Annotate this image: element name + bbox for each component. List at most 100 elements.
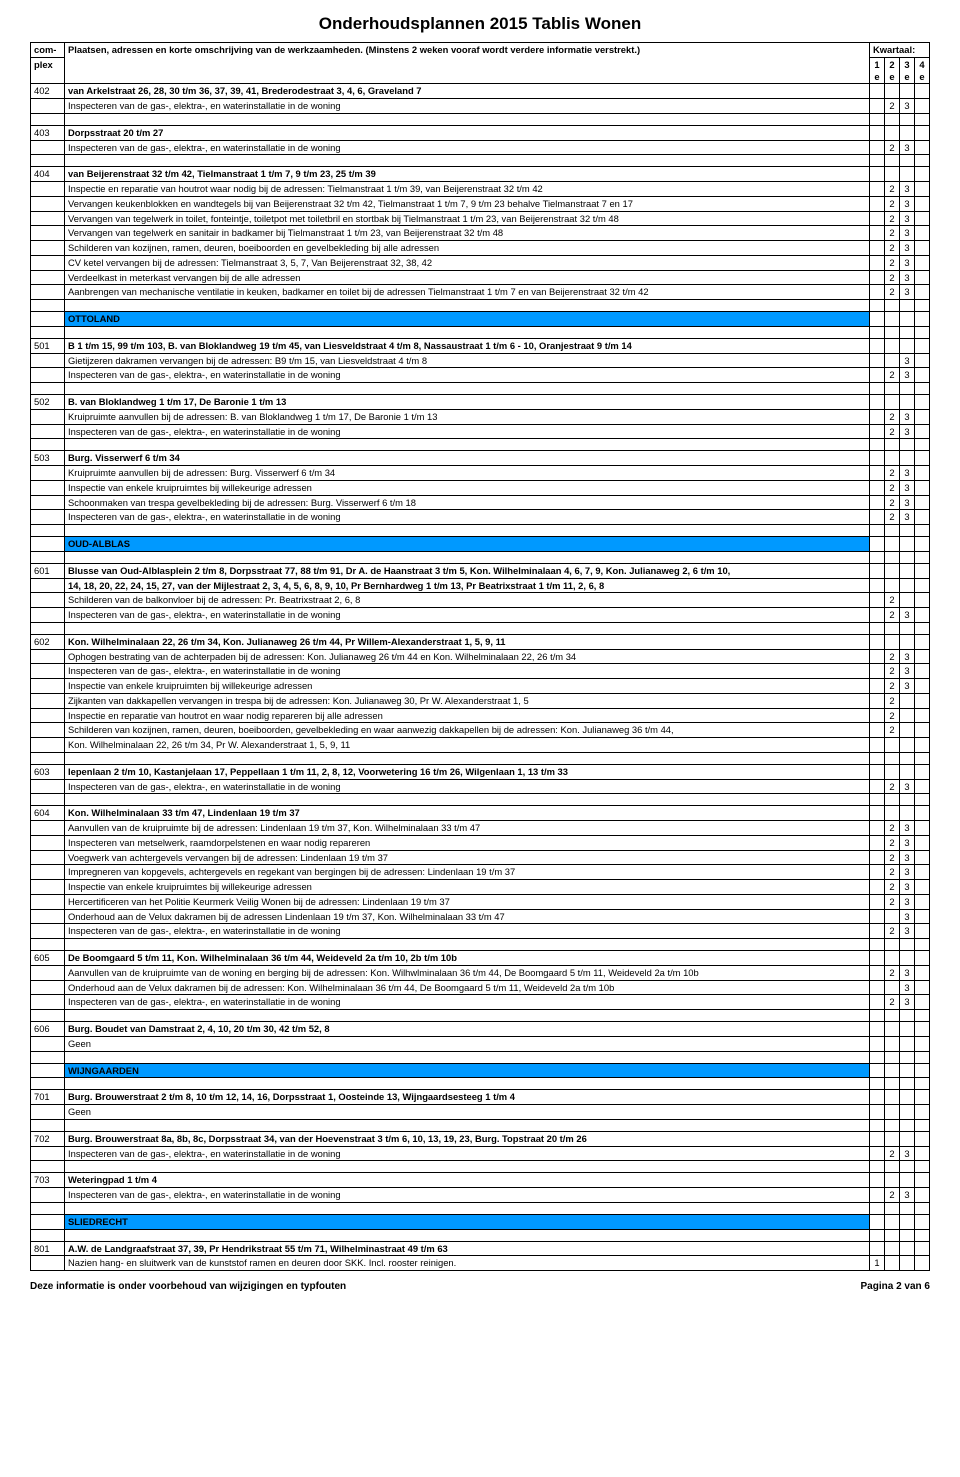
desc-cell: Hercertificeren van het Politie Keurmerk… [65,894,870,909]
desc-cell: Onderhoud aan de Velux dakramen bij de a… [65,909,870,924]
desc-cell: Kruipruimte aanvullen bij de adressen: B… [65,466,870,481]
id-cell [31,679,65,694]
desc-cell: A.W. de Landgraafstraat 37, 39, Pr Hendr… [65,1241,870,1256]
id-cell [31,909,65,924]
id-cell: 701 [31,1090,65,1105]
desc-cell: Burg. Boudet van Damstraat 2, 4, 10, 20 … [65,1022,870,1037]
desc-cell: Vervangen van tegelwerk en sanitair in b… [65,226,870,241]
desc-cell: 14, 18, 20, 22, 24, 15, 27, van der Mijl… [65,578,870,593]
desc-cell: Inspecteren van de gas-, elektra-, en wa… [65,424,870,439]
desc-cell: Kon. Wilhelminalaan 22, 26 t/m 34, Kon. … [65,634,870,649]
id-cell [31,708,65,723]
id-cell [31,424,65,439]
hdr-kwartaal: Kwartaal: [869,43,929,58]
id-cell: 801 [31,1241,65,1256]
id-cell [31,1146,65,1161]
id-cell [31,368,65,383]
footer-left: Deze informatie is onder voorbehoud van … [30,1281,346,1292]
section-band: WIJNGAARDEN [65,1063,870,1078]
desc-cell: Voegwerk van achtergevels vervangen bij … [65,850,870,865]
maintenance-table: com-Plaatsen, adressen en korte omschrij… [30,42,930,1271]
id-cell: 602 [31,634,65,649]
id-cell [31,466,65,481]
desc-cell: Kon. Wilhelminalaan 22, 26 t/m 34, Pr W.… [65,738,870,753]
desc-cell: Inspecteren van de gas-, elektra-, en wa… [65,510,870,525]
desc-cell: Burg. Brouwerstraat 2 t/m 8, 10 t/m 12, … [65,1090,870,1105]
desc-cell: Kruipruimte aanvullen bij de adressen: B… [65,409,870,424]
desc-cell: B. van Bloklandweg 1 t/m 17, De Baronie … [65,395,870,410]
section-band: OTTOLAND [65,312,870,327]
desc-cell: Inspecteren van de gas-, elektra-, en wa… [65,924,870,939]
id-cell: 601 [31,563,65,578]
hdr-desc: Plaatsen, adressen en korte omschrijving… [65,43,870,84]
desc-cell: Schilderen van kozijnen, ramen, deuren, … [65,723,870,738]
id-cell [31,693,65,708]
desc-cell: Inspecteren van de gas-, elektra-, en wa… [65,608,870,623]
id-cell [31,1188,65,1203]
desc-cell: Gietijzeren dakramen vervangen bij de ad… [65,353,870,368]
id-cell [31,880,65,895]
desc-cell: Schilderen van kozijnen, ramen, deuren, … [65,241,870,256]
desc-cell: Inspecteren van de gas-, elektra-, en wa… [65,99,870,114]
id-cell [31,196,65,211]
desc-cell: Inspecteren van de gas-, elektra-, en wa… [65,368,870,383]
id-cell: 502 [31,395,65,410]
id-cell [31,1036,65,1051]
id-cell [31,99,65,114]
desc-cell: CV ketel vervangen bij de adressen: Tiel… [65,255,870,270]
id-cell [31,241,65,256]
desc-cell: Inspectie en reparatie van houtrot waar … [65,182,870,197]
id-cell [31,850,65,865]
id-cell [31,285,65,300]
id-cell: 702 [31,1131,65,1146]
desc-cell: Verdeelkast in meterkast vervangen bij d… [65,270,870,285]
desc-cell: Weteringpad 1 t/m 4 [65,1173,870,1188]
id-cell [31,821,65,836]
id-cell [31,1105,65,1120]
id-cell [31,865,65,880]
desc-cell: van Beijerenstraat 32 t/m 42, Tielmanstr… [65,167,870,182]
desc-cell: Impregneren van kopgevels, achtergevels … [65,865,870,880]
id-cell [31,495,65,510]
id-cell [31,353,65,368]
page-title: Onderhoudsplannen 2015 Tablis Wonen [30,14,930,34]
desc-cell: Zijkanten van dakkapellen vervangen in t… [65,693,870,708]
id-cell [31,593,65,608]
section-band: OUD-ALBLAS [65,537,870,552]
desc-cell: Dorpsstraat 20 t/m 27 [65,125,870,140]
id-cell [31,510,65,525]
id-cell: 605 [31,951,65,966]
desc-cell: van Arkelstraat 26, 28, 30 t/m 36, 37, 3… [65,84,870,99]
desc-cell: Nazien hang- en sluitwerk van de kunstst… [65,1256,870,1271]
footer-right: Pagina 2 van 6 [861,1281,930,1292]
id-cell [31,924,65,939]
id-cell [31,211,65,226]
desc-cell: Inspectie van enkele kruipruimtes bij wi… [65,480,870,495]
desc-cell: Inspecteren van metselwerk, raamdorpelst… [65,835,870,850]
id-cell: 606 [31,1022,65,1037]
desc-cell: Vervangen keukenblokken en wandtegels bi… [65,196,870,211]
id-cell [31,779,65,794]
desc-cell: B 1 t/m 15, 99 t/m 103, B. van Bloklandw… [65,338,870,353]
desc-cell: Inspecteren van de gas-, elektra-, en wa… [65,664,870,679]
desc-cell: Iepenlaan 2 t/m 10, Kastanjelaan 17, Pep… [65,764,870,779]
id-cell [31,255,65,270]
desc-cell: Geen [65,1105,870,1120]
desc-cell: De Boomgaard 5 t/m 11, Kon. Wilhelminala… [65,951,870,966]
desc-cell: Aanvullen van de kruipruimte van de woni… [65,965,870,980]
id-cell [31,270,65,285]
desc-cell: Inspecteren van de gas-, elektra-, en wa… [65,1146,870,1161]
desc-cell: Vervangen van tegelwerk in toilet, fonte… [65,211,870,226]
id-cell: 404 [31,167,65,182]
desc-cell: Ophogen bestrating van de achterpaden bi… [65,649,870,664]
desc-cell: Schoonmaken van trespa gevelbekleding bi… [65,495,870,510]
desc-cell: Schilderen van de balkonvloer bij de adr… [65,593,870,608]
desc-cell: Inspecteren van de gas-, elektra-, en wa… [65,1188,870,1203]
id-cell [31,409,65,424]
id-cell: 402 [31,84,65,99]
id-cell [31,182,65,197]
id-cell [31,480,65,495]
desc-cell: Inspectie van enkele kruipruimten bij wi… [65,679,870,694]
id-cell: 501 [31,338,65,353]
desc-cell: Blusse van Oud-Alblasplein 2 t/m 8, Dorp… [65,563,870,578]
